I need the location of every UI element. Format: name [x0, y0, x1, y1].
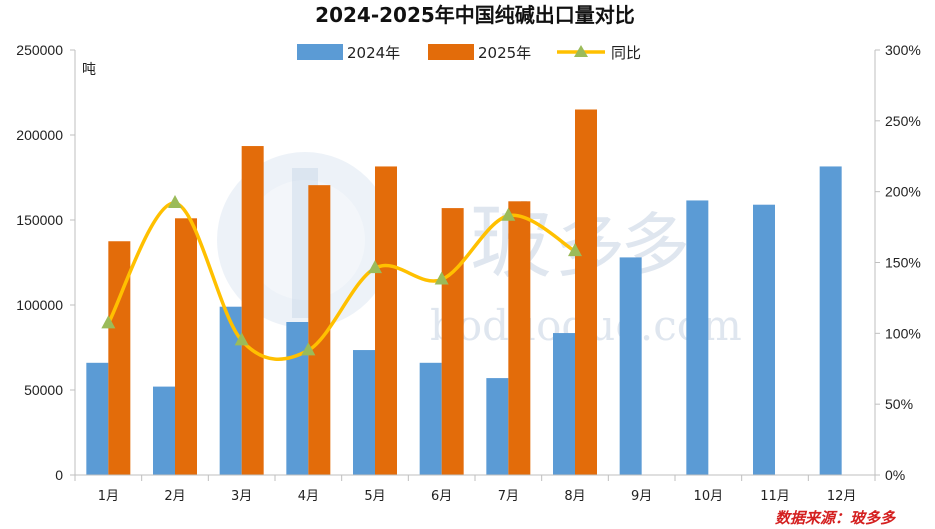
x-category-12: 12月: [827, 489, 857, 504]
bar-2025-8: [575, 109, 597, 475]
chart-title: 2024-2025年中国纯碱出口量对比: [315, 3, 635, 27]
bar-2025-5: [375, 166, 397, 475]
legend-swatch-2025: [428, 44, 474, 60]
bar-2024-6: [419, 362, 442, 475]
legend-swatch-2024: [297, 44, 343, 60]
x-category-1: 1月: [98, 489, 119, 504]
y-tick-left-2: 100000: [16, 297, 63, 313]
bars: [86, 109, 842, 476]
y-axis-right-ticks: 0% 50% 100% 150% 200% 250% 300%: [885, 42, 921, 483]
bar-2025-7: [508, 201, 531, 476]
yoy-point-5: [368, 260, 382, 274]
y-tick-right-3: 150%: [885, 255, 921, 271]
legend-label-yoy: 同比: [611, 44, 641, 62]
x-category-5: 5月: [364, 489, 385, 504]
bar-2024-4: [286, 322, 309, 475]
x-category-9: 9月: [631, 489, 652, 504]
yoy-point-7: [501, 207, 516, 221]
legend-label-2024: 2024年: [347, 44, 400, 62]
source-note: 数据来源：玻多多: [775, 509, 896, 527]
bar-2024-9: [619, 257, 642, 475]
bar-2024-11: [753, 204, 775, 475]
y-tick-left-5: 250000: [16, 42, 63, 58]
x-category-8: 8月: [564, 489, 585, 504]
y-tick-left-3: 150000: [16, 212, 63, 228]
yoy-point-2: [168, 195, 182, 208]
x-category-2: 2月: [164, 489, 185, 504]
yoy-point-8: [568, 243, 582, 257]
bar-2024-10: [686, 200, 709, 475]
y-tick-right-5: 250%: [885, 113, 921, 129]
y-tick-right-1: 50%: [885, 396, 913, 412]
y-tick-right-2: 100%: [885, 325, 921, 341]
axes: [70, 49, 880, 481]
yoy-point-6: [434, 271, 449, 285]
yoy-point-1: [101, 315, 116, 329]
bar-2025-6: [441, 208, 464, 475]
watermark: 玻 多 多 boduoduo.com: [217, 152, 742, 350]
bar-2024-12: [819, 166, 842, 475]
legend-swatch-yoy-marker: [574, 45, 588, 57]
x-category-4: 4月: [298, 489, 319, 504]
y-axis-left-ticks: 0 50000 100000 150000 200000 250000: [16, 42, 63, 483]
y-tick-right-6: 300%: [885, 42, 921, 58]
x-category-11: 11月: [760, 489, 790, 504]
x-category-10: 10月: [694, 489, 724, 504]
y-tick-right-0: 0%: [885, 467, 905, 483]
yoy-point-3: [234, 332, 249, 346]
y-tick-left-1: 50000: [24, 382, 63, 398]
bar-2024-3: [219, 306, 242, 475]
bar-2024-5: [353, 350, 375, 475]
bar-2024-2: [153, 386, 175, 475]
yoy-line-layer: [101, 195, 582, 361]
bar-2024-8: [553, 333, 575, 475]
bar-2025-3: [241, 146, 264, 476]
y-tick-left-0: 0: [55, 467, 63, 483]
y-tick-right-4: 200%: [885, 184, 921, 200]
bar-2025-1: [108, 241, 131, 475]
y-tick-left-4: 200000: [16, 127, 63, 143]
x-category-6: 6月: [431, 489, 452, 504]
bar-2025-2: [175, 218, 197, 476]
bar-2024-1: [86, 362, 109, 475]
legend: 2024年 2025年 同比: [297, 44, 641, 62]
yoy-point-4: [301, 342, 316, 356]
legend-label-2025: 2025年: [478, 44, 531, 62]
x-category-3: 3月: [231, 489, 252, 504]
y-axis-unit: 吨: [82, 62, 96, 78]
bar-2024-7: [486, 378, 509, 475]
bar-2025-4: [308, 185, 331, 475]
x-axis-categories: 1月 2月 3月 4月 5月 6月 7月 8月 9月 10月 11月 12月: [98, 489, 857, 504]
x-category-7: 7月: [498, 489, 519, 504]
